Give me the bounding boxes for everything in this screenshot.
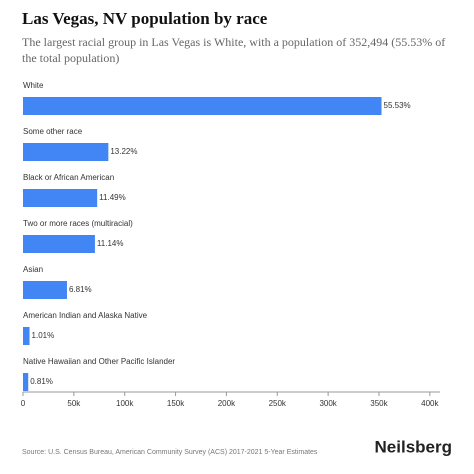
x-tick-label: 0: [21, 399, 26, 408]
x-tick-label: 200k: [218, 399, 236, 408]
value-label: 6.81%: [69, 285, 92, 294]
x-tick-label: 350k: [370, 399, 388, 408]
chart-title: Las Vegas, NV population by race: [22, 9, 268, 28]
source: Source: U.S. Census Bureau, American Com…: [22, 449, 318, 456]
category-label: American Indian and Alaska Native: [23, 311, 148, 320]
bar: [23, 373, 29, 391]
bar: [23, 327, 30, 345]
category-label: Black or African American: [23, 173, 114, 182]
x-tick-label: 100k: [116, 399, 134, 408]
bar: [23, 281, 67, 299]
value-label: 1.01%: [32, 331, 55, 340]
bar: [23, 97, 382, 115]
category-label: Native Hawaiian and Other Pacific Island…: [23, 357, 175, 366]
category-label: White: [23, 81, 44, 90]
x-tick-label: 400k: [421, 399, 439, 408]
chart-subtitle: The largest racial group in Las Vegas is…: [22, 35, 446, 65]
bar: [23, 143, 109, 161]
category-label: Asian: [23, 265, 43, 274]
x-tick-label: 300k: [319, 399, 337, 408]
value-label: 11.14%: [97, 239, 124, 248]
x-tick-label: 150k: [167, 399, 185, 408]
x-tick-label: 50k: [67, 399, 81, 408]
value-label: 55.53%: [384, 101, 411, 110]
category-label: Some other race: [23, 127, 83, 136]
x-tick-label: 250k: [269, 399, 287, 408]
value-label: 0.81%: [30, 377, 53, 386]
brand: Neilsberg: [375, 437, 452, 456]
bar: [23, 235, 95, 253]
category-label: Two or more races (multiracial): [23, 219, 133, 228]
value-label: 13.22%: [110, 147, 137, 156]
bar: [23, 189, 98, 207]
value-label: 11.49%: [99, 193, 126, 202]
